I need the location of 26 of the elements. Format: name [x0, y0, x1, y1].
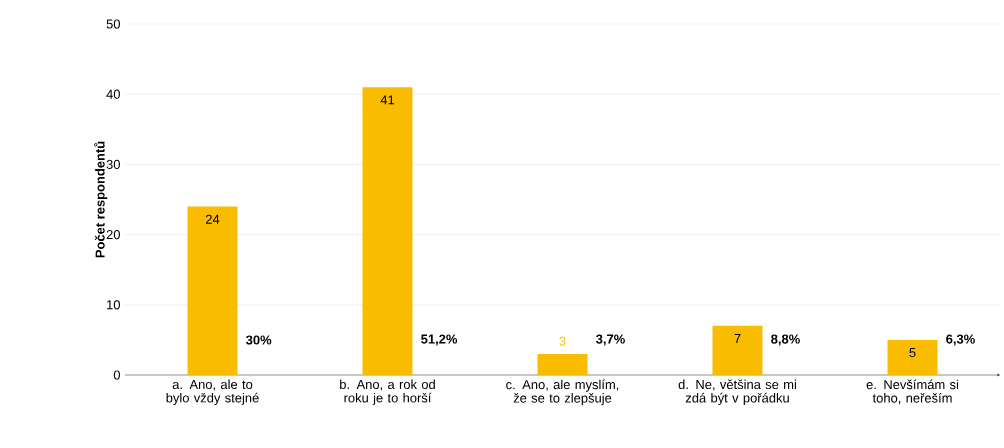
annotation: 30%: [246, 335, 272, 345]
y-tick-label: 10: [107, 300, 120, 310]
annotation: 8,8%: [771, 334, 800, 346]
x-tick-label: b. Ano, a rok od roku je to horší: [340, 379, 435, 406]
annotation: 51,2%: [421, 334, 458, 346]
bar: [712, 325, 763, 375]
x-tick-label: c. Ano, ale myslím, že se to zlepšuje: [506, 379, 619, 406]
x-tick-label: e. Nevšímám si toho, neřeším: [866, 379, 959, 405]
bar: [187, 206, 238, 375]
bar: [362, 87, 413, 375]
x-tick-label: a. Ano, ale to bylo vždy stejné: [166, 379, 259, 406]
y-tick-label: 50: [106, 19, 120, 29]
data-label: 5: [909, 348, 916, 358]
x-tick-label: d. Ne, většina se mi zdá být v pořádku: [678, 379, 796, 406]
bar: [537, 353, 588, 375]
y-tick-label: 30: [106, 159, 120, 169]
data-label: 24: [205, 214, 220, 224]
annotation: 6,3%: [946, 334, 975, 346]
bar: [887, 339, 938, 375]
y-tick-label: 0: [113, 370, 120, 380]
annotation: 3,7%: [596, 334, 625, 346]
y-tick-label: 20: [106, 230, 120, 240]
y-tick-label: 40: [106, 89, 120, 99]
data-label: 7: [734, 334, 741, 343]
data-label: 3: [559, 336, 566, 346]
data-label: 41: [380, 95, 395, 105]
